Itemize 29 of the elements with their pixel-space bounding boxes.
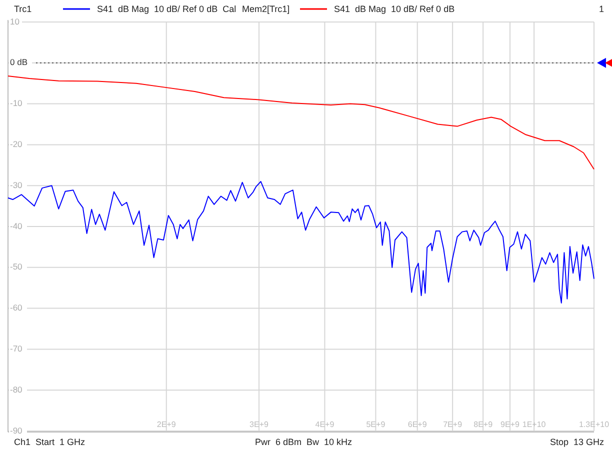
y-tick-label: -40	[10, 220, 23, 231]
x-tick-label: 1E+10	[522, 420, 546, 429]
legend-label: S41 dB Mag 10 dB/ Ref 0 dB Cal	[97, 4, 236, 14]
x-tick-label: 2E+9	[156, 420, 176, 429]
y-tick-label: -20	[10, 138, 23, 149]
y-tick-label: -90	[10, 425, 23, 436]
y-tick-label: -30	[10, 180, 23, 190]
text: Stop 13 GHz	[550, 437, 604, 447]
x-tick-label: 4E+9	[315, 420, 335, 429]
y-tick-label: -50	[10, 262, 23, 272]
text: Pwr 6 dBm Bw 10 kHz	[255, 437, 353, 447]
text: Trc1	[14, 4, 32, 14]
y-tick-label: -70	[10, 343, 23, 354]
x-tick-label: 9E+9	[500, 420, 520, 429]
y-tick-label: -80	[10, 384, 23, 394]
x-tick-label: 1.3E+10	[578, 420, 610, 429]
y-tick-label: 0 dB	[10, 57, 28, 68]
x-tick-label: 6E+9	[408, 420, 428, 429]
legend-label: S41 dB Mag 10 dB/ Ref 0 dB	[334, 4, 455, 14]
x-tick-label: 3E+9	[250, 420, 269, 429]
x-tick-label: 7E+9	[443, 420, 463, 429]
y-tick-label: 10	[10, 16, 20, 26]
y-tick-label: -10	[10, 98, 23, 108]
text: 1	[598, 4, 604, 14]
y-tick-label: -60	[10, 302, 23, 313]
text: Mem2[Trc1]	[242, 4, 290, 14]
text: Ch1 Start 1 GHz	[14, 437, 86, 447]
x-tick-label: 5E+9	[366, 420, 386, 429]
x-tick-label: 8E+9	[474, 420, 494, 429]
